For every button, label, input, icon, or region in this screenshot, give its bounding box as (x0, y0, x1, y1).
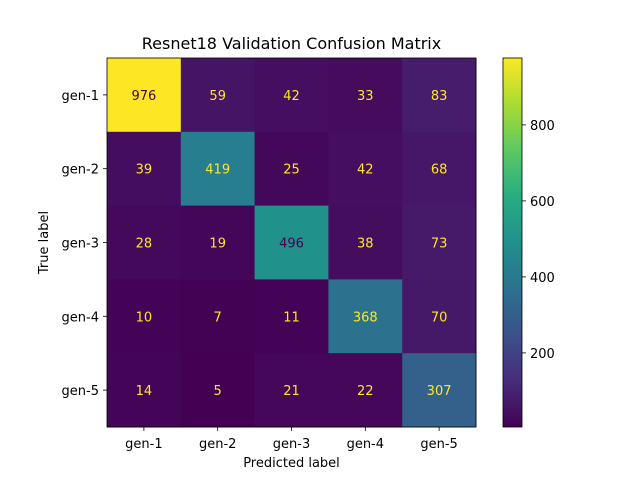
cell-value-label: 5 (214, 384, 222, 399)
cell-value-label: 42 (357, 163, 374, 178)
y-tick-label: gen-1 (62, 89, 99, 104)
y-axis-label: True label (37, 211, 52, 275)
cell-value-label: 19 (209, 237, 226, 252)
colorbar-tick-label: 600 (530, 195, 555, 210)
heatmap-cell (107, 58, 182, 133)
heatmap-cell (107, 205, 182, 280)
heatmap-cell (107, 353, 182, 428)
heatmap-cell (180, 353, 256, 428)
cell-value-label: 368 (353, 310, 378, 325)
x-tick-label: gen-3 (273, 437, 310, 452)
colorbar-frame (502, 57, 523, 428)
cell-value-label: 25 (283, 163, 300, 178)
heatmap-cell (254, 279, 329, 354)
colorbar-tick-label: 800 (530, 119, 555, 134)
colorbar (503, 58, 522, 427)
heatmap-cell (328, 205, 403, 280)
heatmap-cell (254, 353, 329, 428)
heatmap-cell (254, 58, 329, 133)
cell-value-label: 21 (283, 384, 300, 399)
cell-value-label: 59 (209, 89, 226, 104)
x-tick-label: gen-5 (420, 437, 457, 452)
y-axis-ticks: gen-1 gen-2 gen-3 gen-4 gen-5 (62, 89, 107, 399)
y-tick-label: gen-5 (62, 384, 99, 399)
cell-value-label: 70 (431, 310, 448, 325)
heatmap-cell (107, 279, 182, 354)
colorbar-tick-label: 200 (530, 347, 555, 362)
cell-value-label: 38 (357, 237, 374, 252)
cell-value-label: 496 (279, 237, 304, 252)
x-tick-label: gen-1 (125, 437, 162, 452)
y-tick-label: gen-4 (62, 310, 99, 325)
heatmap-cell (328, 353, 403, 428)
x-axis-label: Predicted label (243, 456, 340, 471)
cell-value-label: 11 (283, 310, 300, 325)
heatmap-cell (254, 131, 329, 207)
heatmap-cell (402, 353, 477, 428)
heatmap-cell (180, 58, 256, 133)
heatmap-cell (180, 205, 256, 280)
cell-value-label: 14 (136, 384, 153, 399)
cell-value-label: 39 (136, 163, 153, 178)
colorbar-ticks: 200 400 600 800 (522, 119, 555, 362)
cell-value-label: 42 (283, 89, 300, 104)
y-tick-label: gen-3 (62, 237, 99, 252)
heatmap-cells: 976 59 42 33 83 39 419 25 42 68 28 19 496 38 73 10 7 11 36… (107, 58, 477, 428)
cell-value-label: 419 (205, 163, 230, 178)
cell-value-label: 22 (357, 384, 374, 399)
heatmap-cell (402, 205, 477, 280)
cell-value-label: 28 (136, 237, 153, 252)
heatmap-cell (402, 279, 477, 354)
heatmap-cell (180, 279, 256, 354)
heatmap-cell (402, 131, 477, 207)
colorbar-tick-label: 400 (530, 271, 555, 286)
cell-value-label: 68 (431, 163, 448, 178)
cell-value-label: 33 (357, 89, 374, 104)
cell-value-label: 83 (431, 89, 448, 104)
heatmap-cell (254, 205, 329, 280)
chart-title: Resnet18 Validation Confusion Matrix (142, 34, 441, 53)
cell-value-label: 73 (431, 237, 448, 252)
cell-value-label: 307 (427, 384, 452, 399)
heatmap-cell (107, 131, 182, 207)
x-tick-label: gen-2 (199, 437, 236, 452)
heatmap-cell (402, 58, 477, 133)
heatmap-cell (180, 131, 256, 207)
cell-value-label: 976 (131, 89, 156, 104)
cell-value-label: 10 (136, 310, 153, 325)
x-tick-label: gen-4 (347, 437, 384, 452)
x-axis-ticks: gen-1 gen-2 gen-3 gen-4 gen-5 (125, 427, 458, 452)
cell-value-label: 7 (214, 310, 222, 325)
y-tick-label: gen-2 (62, 163, 99, 178)
heatmap-cell (328, 58, 403, 133)
heatmap-cell (328, 279, 403, 354)
heatmap-cell (328, 131, 403, 207)
